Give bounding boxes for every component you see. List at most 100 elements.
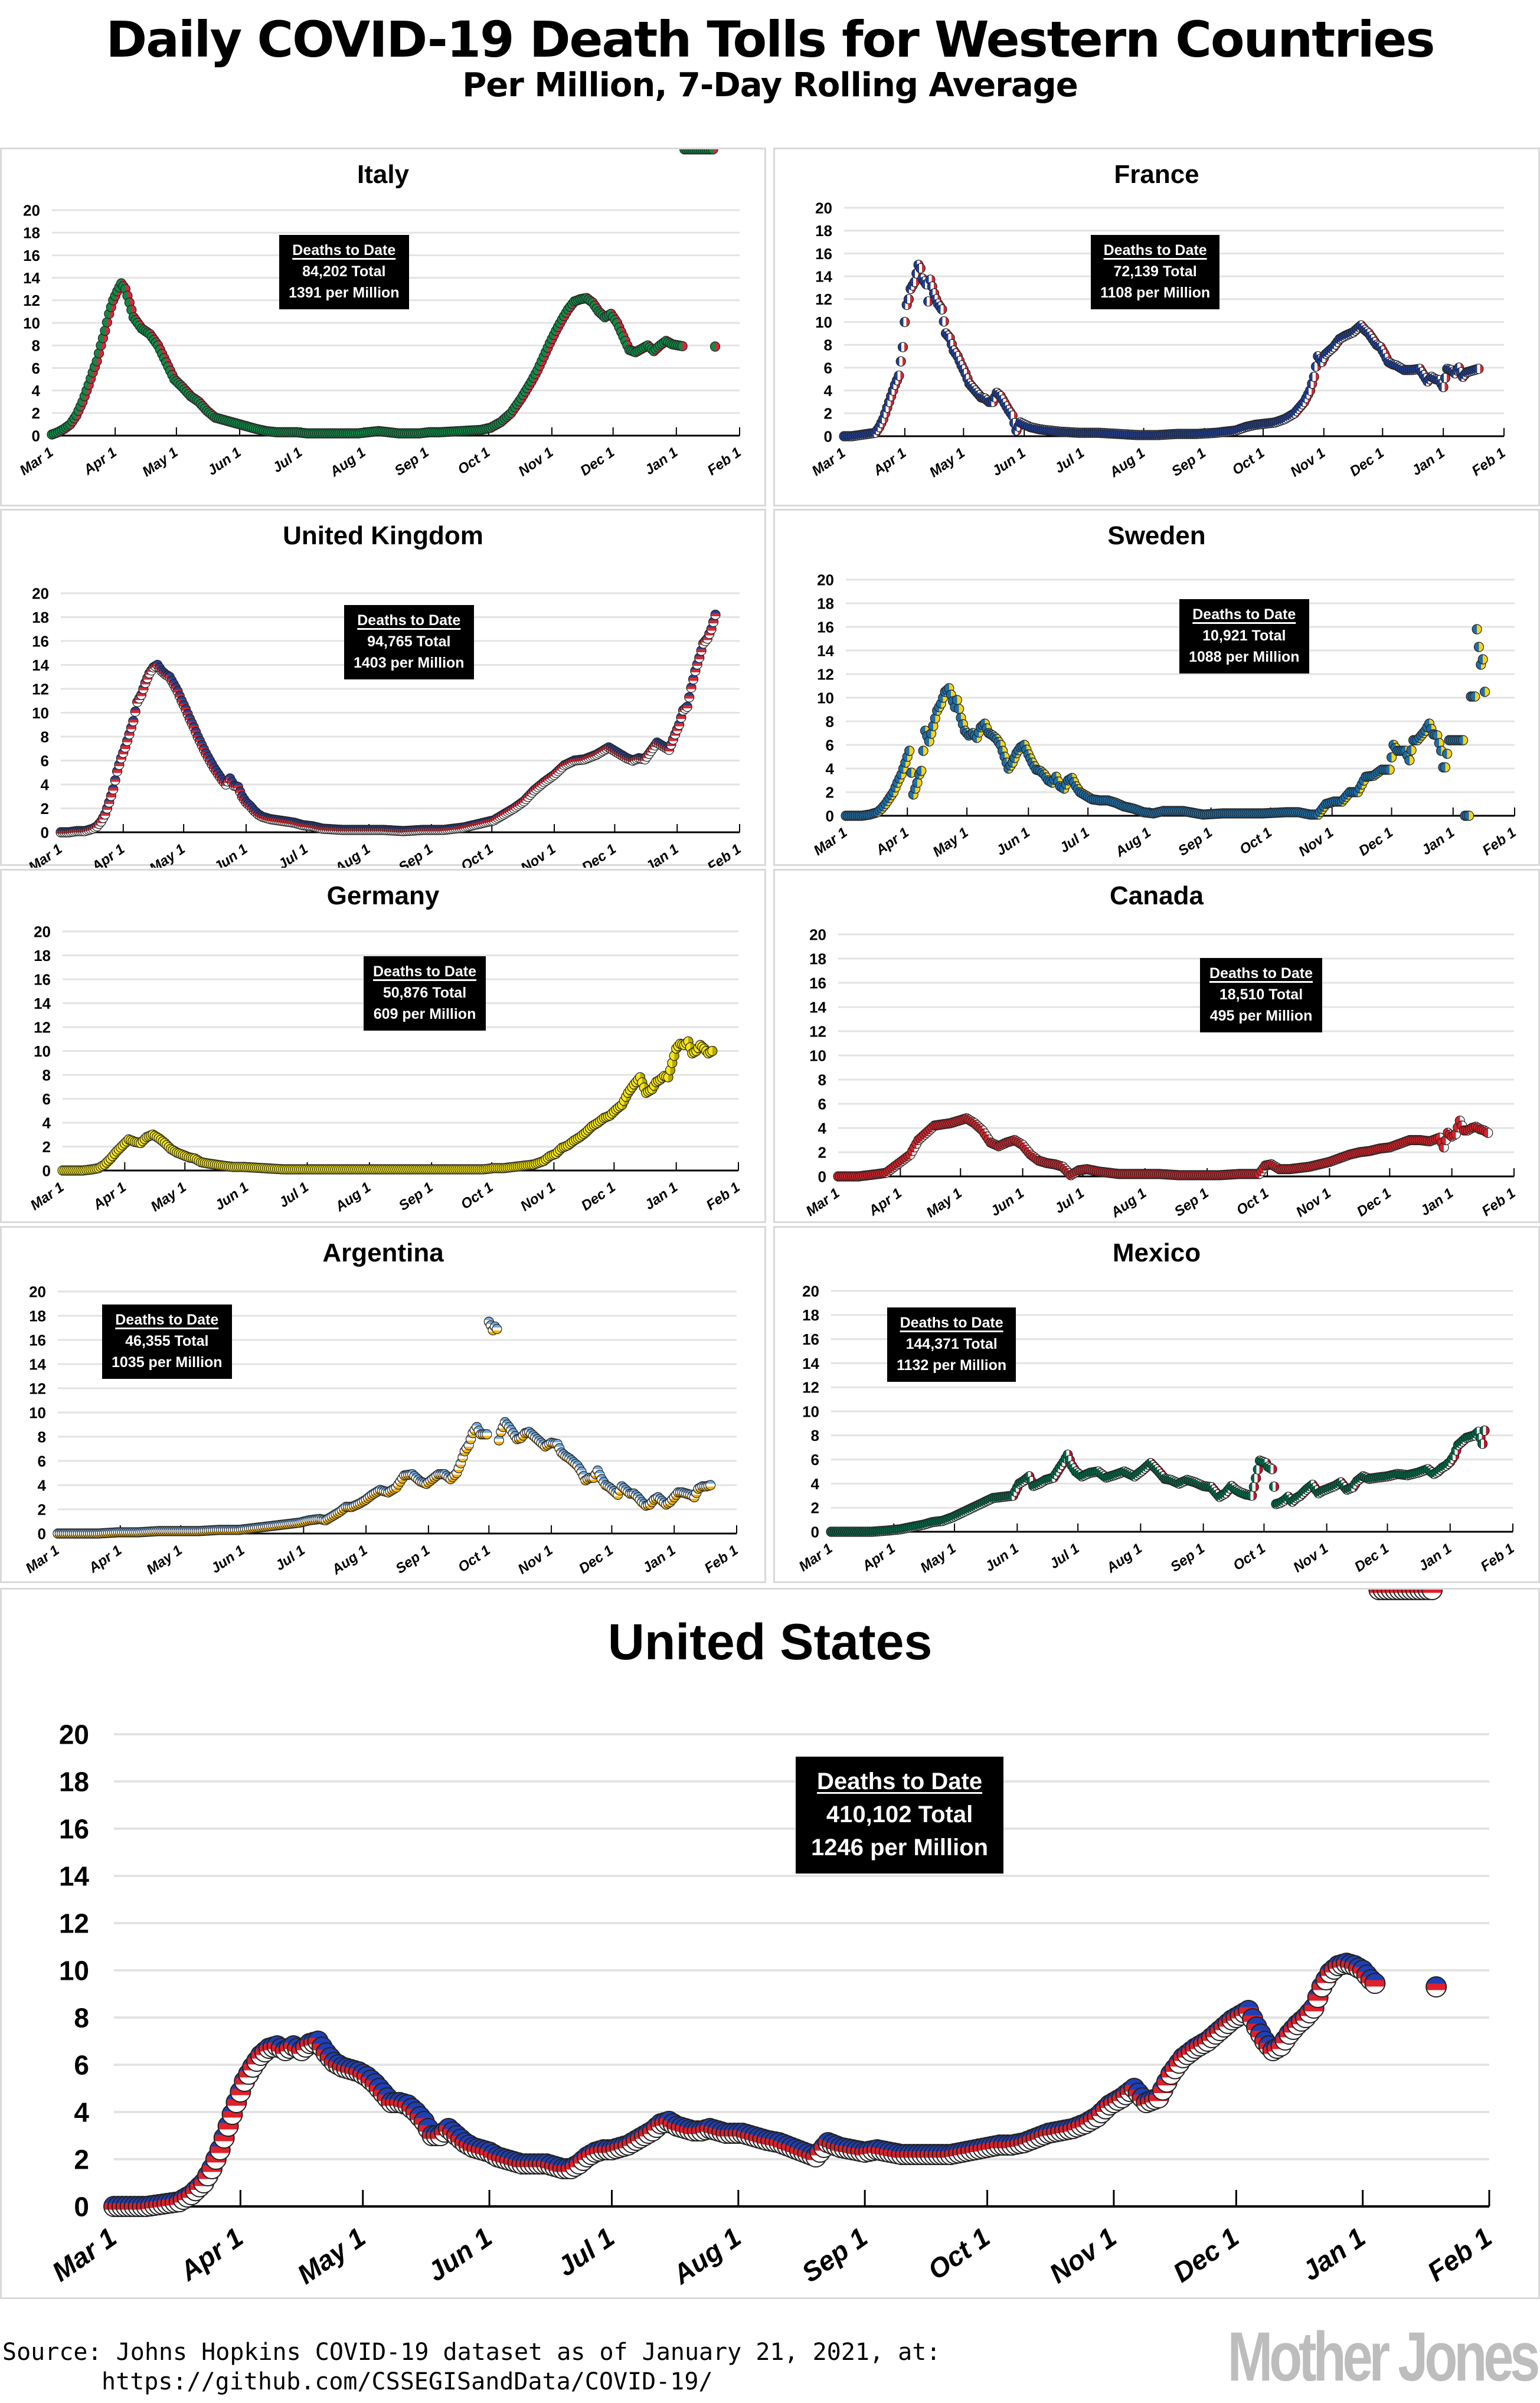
x-tick-label: Jul 1 — [270, 444, 305, 476]
deaths-per-million: 1132 per Million — [897, 1357, 1007, 1374]
y-tick-label: 20 — [815, 199, 832, 217]
x-tick-label: Jan 1 — [643, 841, 682, 868]
y-tick-label: 8 — [32, 337, 40, 355]
y-tick-label: 6 — [38, 1452, 46, 1470]
deaths-total: 144,371 Total — [905, 1336, 998, 1352]
y-tick-label: 6 — [41, 752, 49, 770]
data-point — [1406, 745, 1417, 756]
x-tick-label: Sep 1 — [1175, 825, 1215, 859]
data-point — [677, 341, 688, 352]
y-tick-label: 12 — [32, 680, 49, 698]
x-tick-label: Oct 1 — [1230, 1541, 1268, 1574]
x-tick-label: Mar 1 — [46, 2222, 122, 2288]
data-series — [839, 260, 1484, 442]
x-tick-label: Dec 1 — [579, 841, 619, 868]
chart-svg: 0 2 4 6 8 10 12 14 16 18 20 Mar 1 Apr 1 May 1 Jun 1 Jul… — [26, 584, 744, 868]
x-tick-label: Nov 1 — [518, 841, 558, 868]
y-tick-label: 8 — [824, 336, 832, 354]
x-tick-label: Apr 1 — [859, 1541, 898, 1575]
chart-title: Italy — [357, 160, 410, 189]
chart-svg: 0 2 4 6 8 10 12 14 16 18 20 Mar 1 Apr 1 May 1 Jun 1 Jul… — [811, 571, 1519, 860]
x-tick-label: Dec 1 — [1354, 1185, 1394, 1220]
y-tick-label: 6 — [826, 736, 834, 754]
y-tick-label: 8 — [38, 1428, 46, 1446]
y-tick-label: 2 — [32, 404, 40, 422]
x-tick-label: Oct 1 — [458, 841, 496, 868]
chart-title: Argentina — [322, 1238, 444, 1267]
x-tick-label: Dec 1 — [577, 444, 617, 479]
data-series — [55, 609, 721, 838]
x-tick-label: Feb 1 — [1479, 1185, 1519, 1220]
page-subtitle: Per Million, 7-Day Rolling Average — [462, 66, 1078, 104]
x-tick-label: Apr 1 — [865, 1185, 905, 1220]
x-tick-label: Jan 1 — [1409, 445, 1448, 479]
y-tick-label: 0 — [74, 2192, 89, 2222]
deaths-to-date-header: Deaths to Date — [817, 1768, 983, 1794]
data-point — [1364, 1973, 1386, 1994]
y-tick-label: 12 — [802, 1379, 819, 1397]
x-tick-label: Dec 1 — [576, 1542, 616, 1577]
y-tick-label: 0 — [811, 1523, 819, 1541]
data-point — [688, 674, 699, 685]
data-point — [492, 1323, 502, 1335]
x-tick-label: Jul 1 — [1052, 1185, 1087, 1217]
x-tick-label: Apr 1 — [872, 825, 912, 859]
mother-jones-logo: Mother Jones — [1227, 2318, 1540, 2396]
x-tick-label: Mar 1 — [17, 444, 57, 479]
x-tick-label: May 1 — [148, 1179, 189, 1215]
deaths-to-date-box: Deaths to Date 18,510 Total 495 per Millio… — [1200, 958, 1323, 1032]
data-point — [1421, 1590, 1443, 1600]
x-tick-label: Aug 1 — [1106, 445, 1148, 481]
x-tick-label: Feb 1 — [702, 1542, 741, 1577]
data-series — [833, 1113, 1493, 1182]
deaths-total: 72,139 Total — [1113, 263, 1197, 280]
data-point — [1404, 755, 1415, 766]
x-tick-label: Apr 1 — [89, 841, 128, 868]
chart-title: Germany — [326, 881, 440, 910]
data-point — [918, 746, 928, 756]
chart-title: Canada — [1110, 881, 1204, 910]
chart-title: France — [1114, 160, 1199, 189]
data-point — [903, 294, 914, 305]
x-tick-label: May 1 — [917, 1541, 959, 1576]
x-tick-label: Jun 1 — [208, 1542, 248, 1577]
x-tick-label: Jan 1 — [1417, 1185, 1456, 1219]
y-tick-label: 2 — [824, 405, 832, 423]
x-tick-label: Oct 1 — [1234, 1185, 1272, 1219]
chart-panel-france: France 0 2 4 6 8 10 12 14 16 18 20 Mar 1 Apr 1 May 1 Ju… — [773, 148, 1540, 506]
deaths-total: 10,921 Total — [1202, 627, 1286, 644]
y-tick-label: 20 — [34, 923, 51, 940]
y-tick-label: 16 — [817, 618, 834, 636]
x-tick-label: Dec 1 — [1352, 1541, 1392, 1575]
deaths-per-million: 1108 per Million — [1100, 285, 1211, 301]
data-point — [895, 356, 906, 367]
y-tick-label: 12 — [59, 1908, 89, 1939]
y-tick-label: 0 — [826, 807, 834, 825]
data-point — [1248, 1482, 1259, 1492]
data-point — [916, 766, 927, 776]
deaths-to-date-box: Deaths to Date 410,102 Total 1246 per Mill… — [796, 1757, 1004, 1874]
x-tick-label: Mar 1 — [803, 1185, 843, 1220]
y-tick-label: 14 — [802, 1355, 819, 1372]
y-tick-label: 8 — [41, 728, 49, 746]
y-tick-label: 8 — [42, 1066, 51, 1084]
x-tick-label: Jul 1 — [272, 1542, 308, 1574]
data-point — [1438, 382, 1449, 393]
x-tick-label: Feb 1 — [1478, 1541, 1518, 1575]
page-title: Daily COVID-19 Death Tolls for Western C… — [106, 11, 1435, 68]
chart-title: United Kingdom — [283, 521, 483, 550]
y-tick-label: 4 — [38, 1476, 47, 1494]
x-tick-label: Oct 1 — [455, 1542, 493, 1576]
y-tick-label: 0 — [42, 1162, 51, 1179]
data-point — [102, 317, 112, 328]
y-tick-label: 18 — [59, 1767, 89, 1797]
data-point — [110, 775, 120, 786]
x-tick-label: Jul 1 — [276, 1179, 312, 1211]
x-tick-label: Sep 1 — [796, 2222, 873, 2288]
x-tick-label: Jun 1 — [212, 1179, 251, 1214]
y-tick-label: 20 — [29, 1283, 46, 1300]
deaths-to-date-header: Deaths to Date — [292, 242, 396, 259]
x-tick-label: Nov 1 — [515, 1542, 555, 1578]
y-tick-label: 2 — [38, 1500, 46, 1518]
y-tick-label: 14 — [815, 267, 832, 285]
